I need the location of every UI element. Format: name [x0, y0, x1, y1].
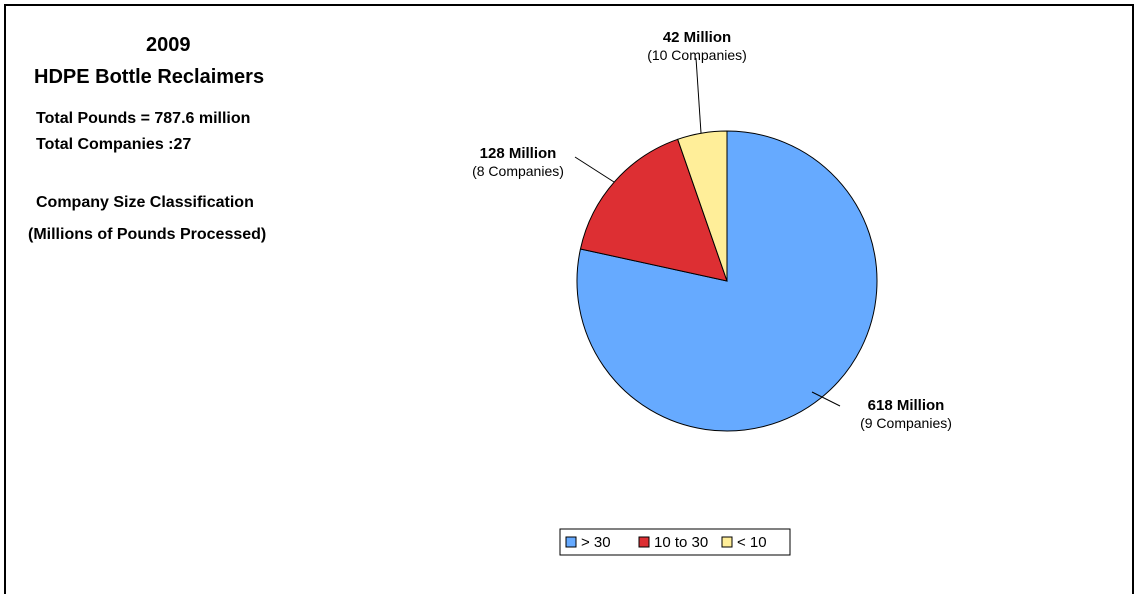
pie-slice-1: [579, 138, 728, 282]
slice-companies-label-0: (9 Companies): [860, 415, 952, 431]
pie-slice-2: [677, 130, 728, 282]
chart-info-block: 2009 HDPE Bottle Reclaimers Total Pounds…: [0, 0, 380, 260]
legend-label-1: 10 to 30: [654, 534, 708, 551]
legend-swatch-2: [721, 536, 733, 548]
classification-unit-text: (Millions of Pounds Processed): [28, 226, 267, 243]
chart-frame: [4, 4, 1134, 594]
legend-label-0: > 30: [581, 534, 611, 551]
slice-leader-line-1: [574, 156, 615, 183]
total-pounds-text: Total Pounds = 787.6 million: [36, 110, 251, 127]
total-companies-text: Total Companies :27: [36, 136, 192, 153]
legend-box: [559, 528, 791, 556]
slice-companies-label-2: (10 Companies): [647, 47, 747, 63]
legend-swatch-1: [638, 536, 650, 548]
chart-year: 2009: [146, 34, 191, 56]
classification-text: Company Size Classification: [36, 194, 254, 211]
slice-value-label-1: 128 Million: [480, 145, 557, 162]
chart-title: HDPE Bottle Reclaimers: [34, 66, 265, 88]
pie-slice-0: [576, 130, 878, 432]
slice-companies-label-1: (8 Companies): [472, 163, 564, 179]
legend-swatch-0: [565, 536, 577, 548]
slice-leader-line-2: [695, 57, 702, 134]
slice-value-label-2: 42 Million: [663, 29, 731, 46]
slice-value-label-0: 618 Million: [868, 397, 945, 414]
slice-leader-line-0: [811, 391, 841, 407]
legend-label-2: < 10: [737, 534, 767, 551]
